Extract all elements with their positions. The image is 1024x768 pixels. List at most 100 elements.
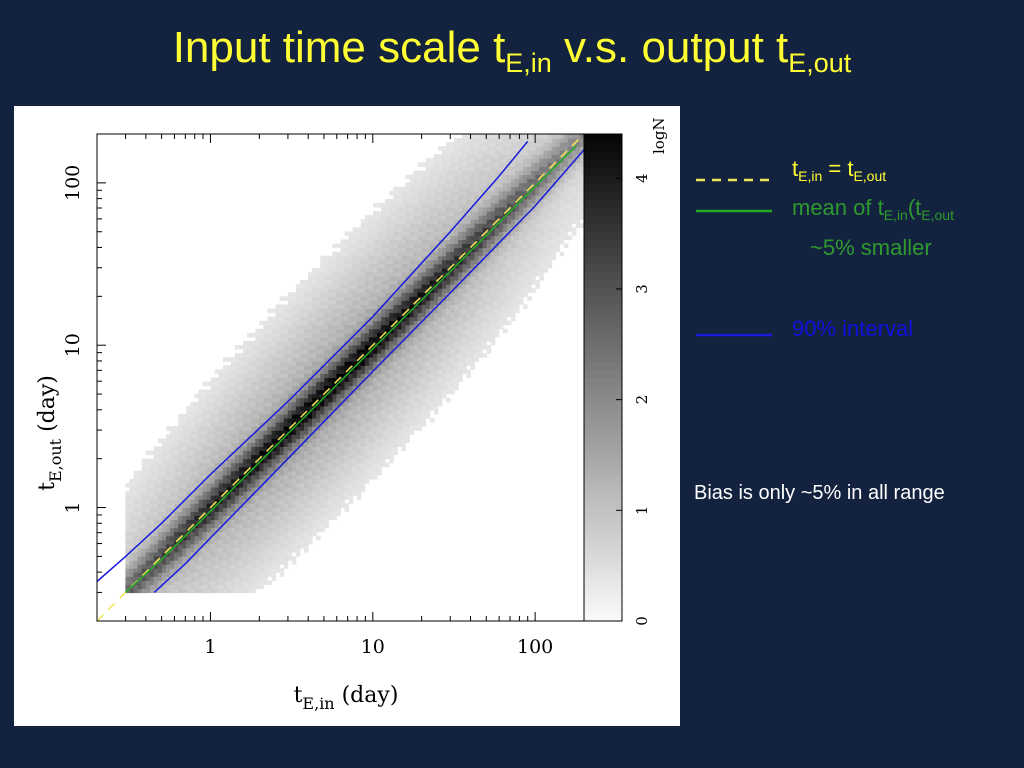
heatmap-cell [332,487,337,492]
heatmap-cell [381,235,386,241]
heatmap-cell [259,499,264,504]
heatmap-cell [206,414,212,419]
heatmap-cell [295,353,301,358]
heatmap-cell [332,251,337,257]
heatmap-cell [462,243,467,249]
heatmap-cell [393,381,398,387]
heatmap-cell [186,462,191,468]
heatmap-cell [462,332,467,338]
heatmap-cell [234,462,240,468]
heatmap-cell [243,462,248,468]
heatmap-cell [381,373,386,378]
heatmap-cell [377,263,382,269]
heatmap-cell [405,182,410,188]
heatmap-cell [182,580,187,585]
heatmap-cell [433,316,439,322]
heatmap-cell [348,499,354,504]
heatmap-cell [194,462,199,468]
heatmap-cell [198,409,204,415]
heatmap-cell [397,405,402,411]
heatmap-cell [234,568,240,573]
heatmap-cell [385,365,390,370]
heatmap-cell [340,280,346,285]
heatmap-cell [450,296,455,301]
heatmap-cell [287,377,293,383]
heatmap-cell [279,572,285,577]
heatmap-cell [218,393,224,399]
heatmap-cell [291,405,297,411]
heatmap-cell [364,308,370,314]
heatmap-cell [279,308,285,314]
heatmap-cell [279,535,285,541]
heatmap-cell [393,438,398,443]
heatmap-cell [243,373,248,378]
heatmap-cell [389,239,394,245]
heatmap-cell [450,182,455,188]
heatmap-cell [303,515,309,521]
heatmap-cell [239,409,244,415]
heatmap-cell [234,426,240,431]
heatmap-cell [218,560,224,565]
heatmap-cell [230,405,236,411]
heatmap-cell [287,336,293,342]
heatmap-cell [381,316,386,322]
heatmap-cell [141,466,147,472]
heatmap-cell [178,523,183,529]
heatmap-cell [299,430,305,435]
heatmap-cell [182,535,187,541]
heatmap-cell [210,511,216,516]
heatmap-cell [234,365,240,370]
heatmap-cell [360,247,366,253]
heatmap-cell [324,503,329,508]
heatmap-cell [299,503,305,508]
heatmap-cell [446,332,451,338]
heatmap-cell [125,543,130,549]
heatmap-cell [283,332,289,338]
heatmap-cell [409,393,415,399]
heatmap-cell [178,564,183,569]
heatmap-cell [255,414,260,419]
heatmap-cell [129,552,135,557]
heatmap-cell [352,251,358,257]
heatmap-cell [393,263,398,269]
heatmap-cell [377,369,382,374]
heatmap-cell [433,247,439,253]
heatmap-cell [255,547,260,553]
heatmap-cell [153,499,159,504]
heatmap-cell [340,276,346,281]
heatmap-cell [271,340,277,346]
heatmap-cell [299,499,305,504]
heatmap-cell [352,324,358,330]
heatmap-cell [222,523,228,529]
heatmap-cell [299,474,305,480]
heatmap-cell [279,369,285,374]
heatmap-cell [421,292,427,297]
heatmap-cell [161,584,167,590]
heatmap-cell [450,166,455,172]
heatmap-cell [275,438,281,443]
heatmap-cell [405,409,410,415]
heatmap-cell [372,414,378,419]
heatmap-cell [429,215,435,220]
heatmap-cell [462,316,467,322]
heatmap-cell [344,426,350,431]
heatmap-cell [149,483,155,488]
heatmap-cell [389,251,394,257]
heatmap-cell [421,365,427,370]
heatmap-cell [153,527,159,533]
heatmap-cell [433,328,439,334]
heatmap-cell [409,422,415,427]
heatmap-cell [332,422,337,427]
heatmap-cell [332,288,337,293]
heatmap-cell [178,560,183,565]
heatmap-cell [279,324,285,330]
heatmap-cell [348,373,354,378]
heatmap-cell [165,454,171,460]
heatmap-cell [425,377,431,383]
heatmap-cell [251,369,256,374]
heatmap-cell [218,564,224,569]
heatmap-cell [397,324,402,330]
heatmap-cell [425,263,431,269]
heatmap-cell [312,531,317,537]
heatmap-cell [364,405,370,411]
